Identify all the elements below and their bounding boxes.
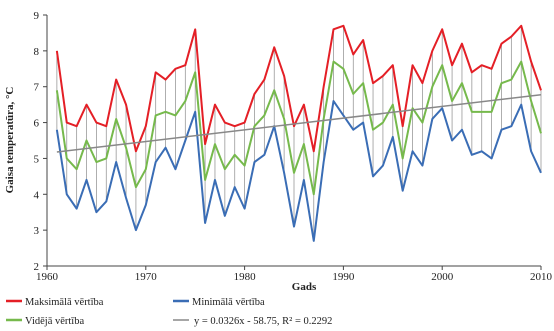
x-tick-label: 2000 bbox=[431, 271, 454, 283]
x-tick-label: 1970 bbox=[135, 271, 158, 283]
y-tick-label: 7 bbox=[34, 82, 40, 94]
x-tick-label: 2010 bbox=[530, 271, 553, 283]
y-tick-label: 8 bbox=[34, 46, 40, 58]
x-ticks: 1960 1970 1980 1990 2000 2010 bbox=[36, 266, 553, 283]
y-tick-label: 5 bbox=[34, 153, 40, 165]
y-tick-label: 4 bbox=[34, 189, 40, 201]
y-tick-label: 6 bbox=[34, 118, 40, 130]
y-tick-label: 9 bbox=[34, 10, 40, 22]
x-tick-label: 1960 bbox=[36, 271, 59, 283]
x-tick-label: 1990 bbox=[332, 271, 355, 283]
legend-item-min: Minimālā vērtība bbox=[173, 297, 265, 308]
legend-item-trend: y = 0.0326x - 58.75, R² = 0.2292 bbox=[173, 316, 332, 327]
y-tick-label: 2 bbox=[34, 261, 40, 273]
trendline-group bbox=[56, 94, 542, 153]
x-tick-label: 1980 bbox=[234, 271, 257, 283]
series-line-avg bbox=[55, 60, 542, 196]
axes bbox=[46, 15, 541, 267]
y-tick-label: 3 bbox=[34, 225, 40, 237]
series-lines bbox=[55, 24, 542, 242]
legend-item-avg: Vidējā vērtība bbox=[6, 316, 84, 327]
series-line-max bbox=[55, 24, 542, 153]
y-axis-label: Gaisa temperatūra, °C bbox=[4, 87, 16, 194]
legend-label-min: Minimālā vērtība bbox=[192, 297, 265, 308]
series-line-min bbox=[55, 100, 542, 242]
legend: Maksimālā vērtība Minimālā vērtība Vidēj… bbox=[6, 297, 332, 327]
legend-item-max: Maksimālā vērtība bbox=[6, 297, 104, 308]
legend-label-max: Maksimālā vērtība bbox=[25, 297, 104, 308]
y-ticks: 2 3 4 5 6 7 8 9 bbox=[34, 10, 47, 273]
legend-label-avg: Vidējā vērtība bbox=[25, 316, 84, 327]
trendline bbox=[56, 94, 542, 153]
x-axis-label: Gads bbox=[292, 281, 317, 293]
legend-label-trend: y = 0.0326x - 58.75, R² = 0.2292 bbox=[194, 316, 332, 327]
